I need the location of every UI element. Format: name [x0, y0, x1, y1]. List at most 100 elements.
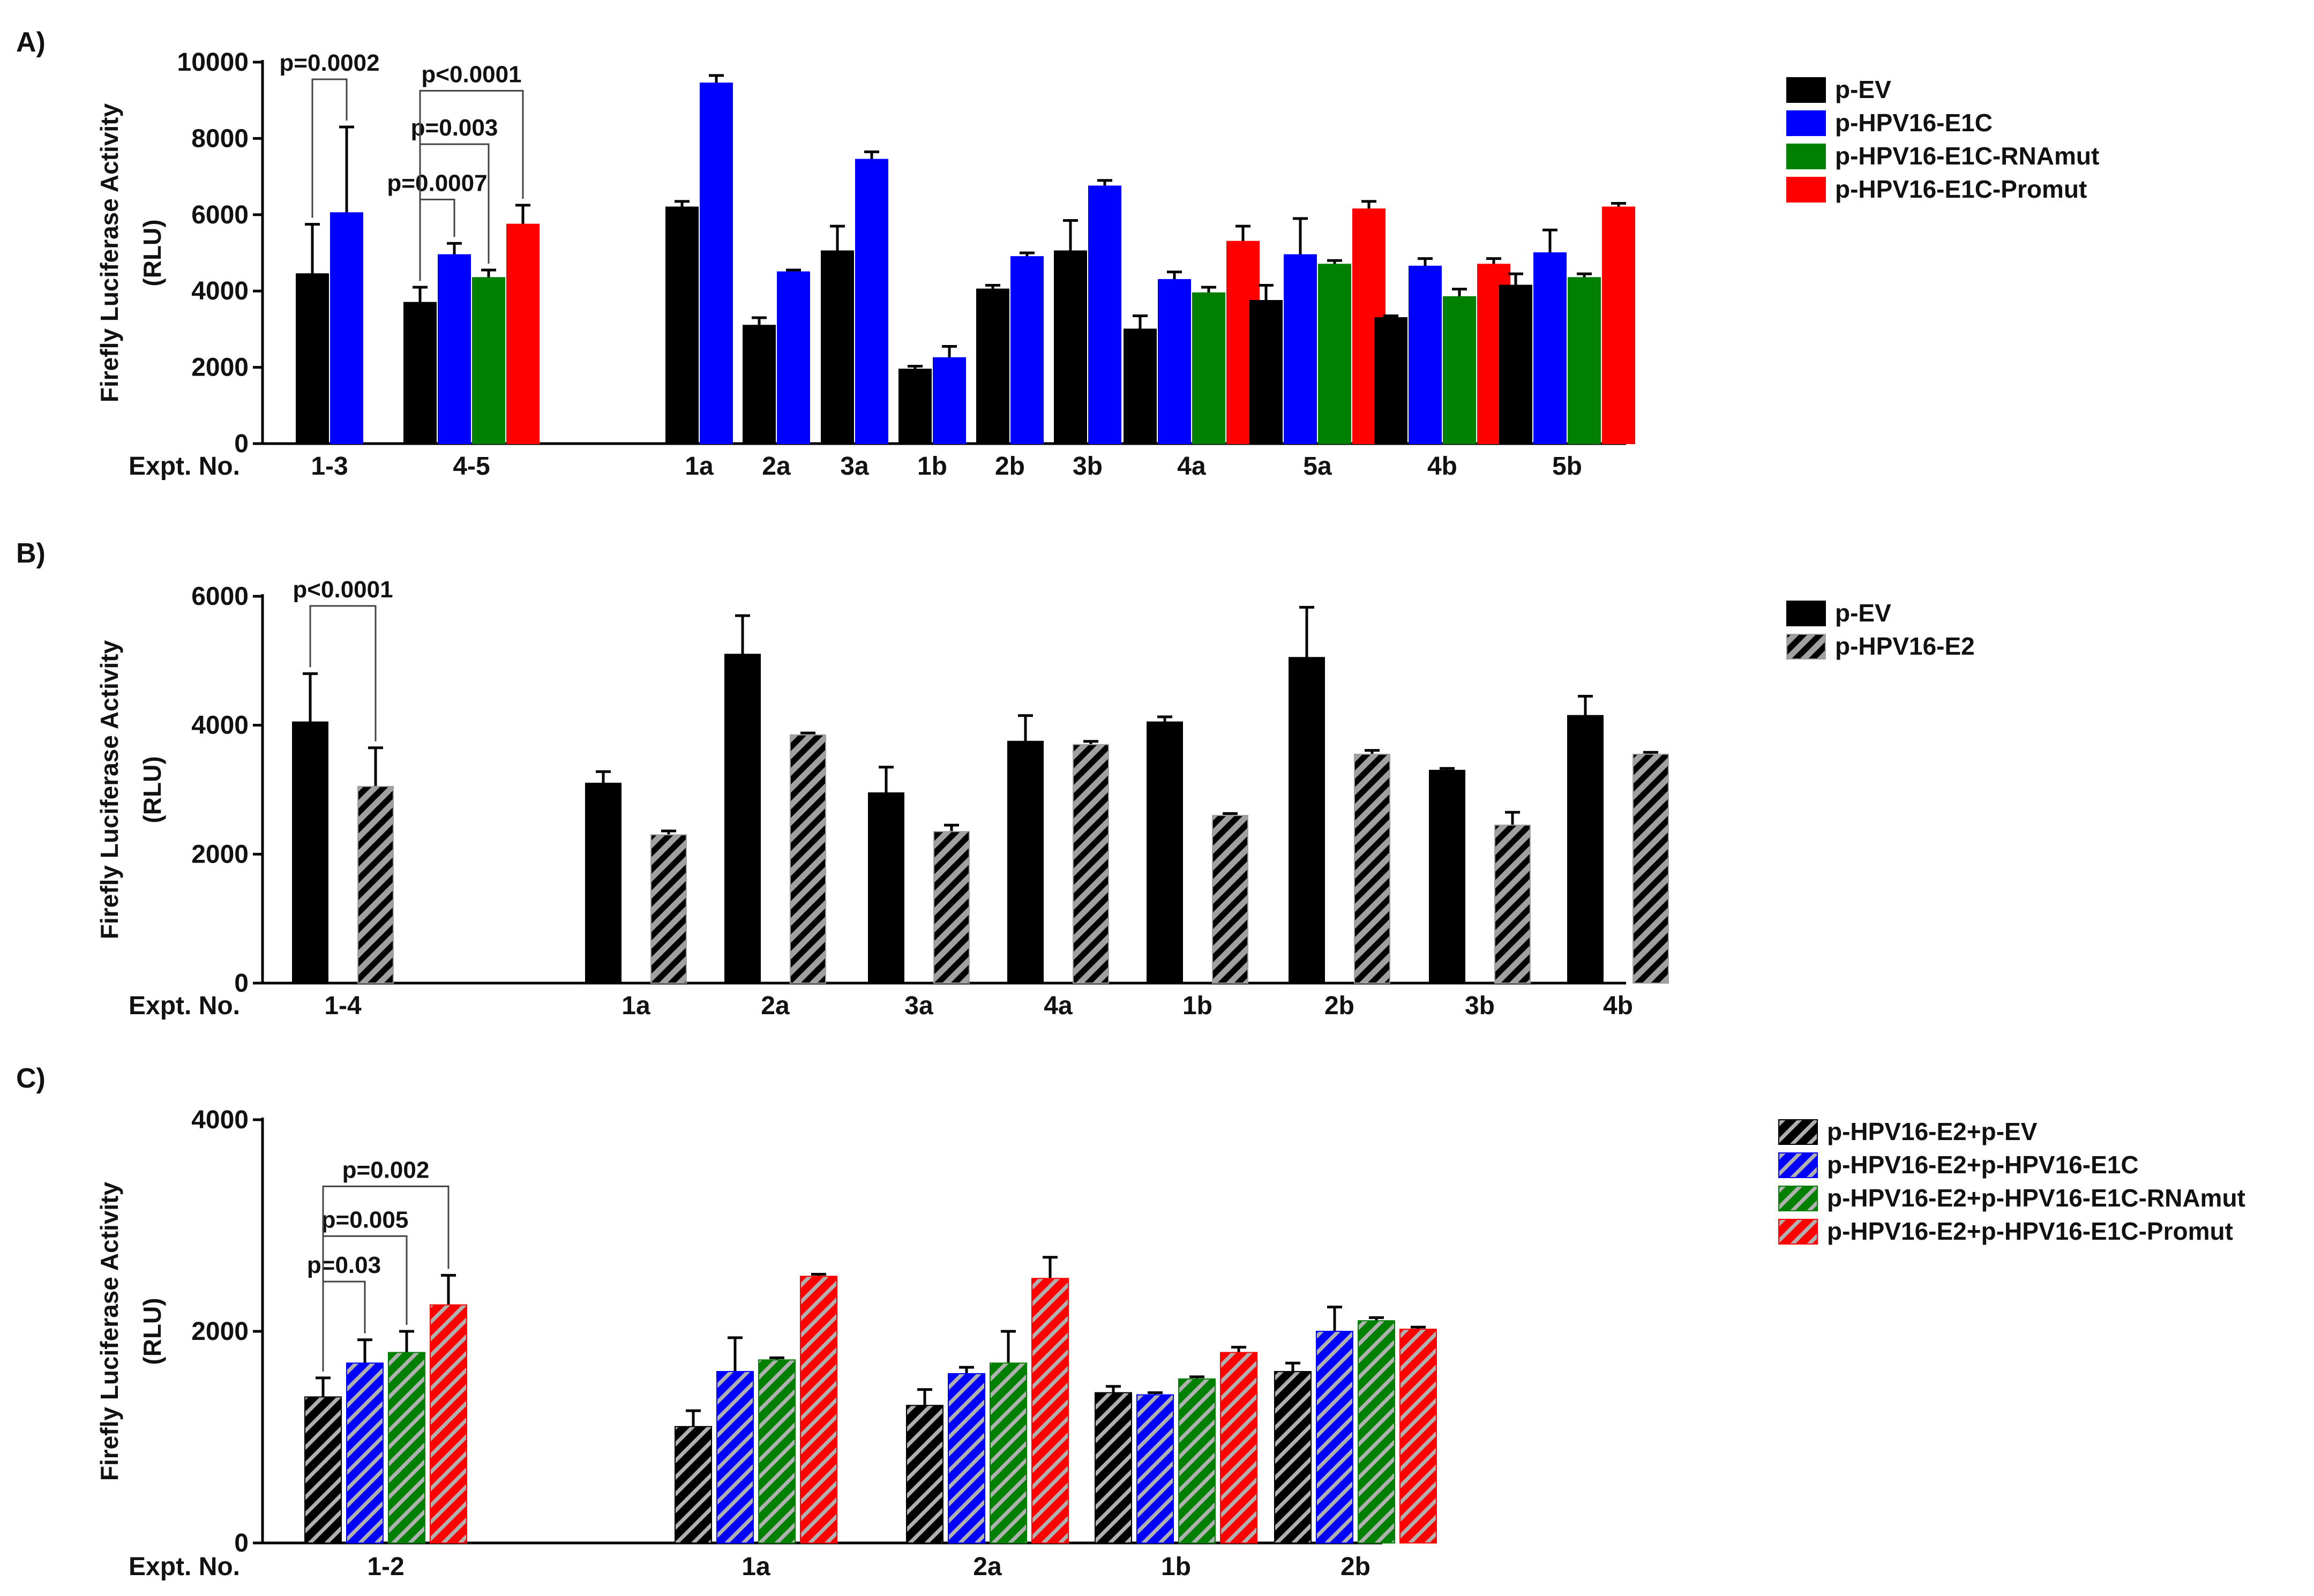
y-tick-label: 4000: [191, 1106, 249, 1134]
bar: [821, 250, 854, 444]
bar: [438, 254, 471, 444]
bar-group: 3a: [821, 150, 888, 481]
x-tick-label: 4a: [1044, 992, 1073, 1020]
legend-entry: p-EV: [1835, 599, 1891, 627]
bar-group: 2a: [743, 268, 810, 481]
x-tick-label: 5b: [1552, 452, 1582, 481]
bar-group: 4a: [1007, 714, 1109, 1020]
bar: [296, 273, 329, 444]
x-tick-label: 2a: [762, 452, 791, 481]
bar: [716, 1371, 754, 1544]
bar-group: 1-4: [292, 672, 394, 1020]
bar: [990, 1362, 1027, 1543]
x-tick-label: 4-5: [453, 452, 490, 481]
bar: [1602, 206, 1635, 444]
x-tick-label: 1a: [742, 1553, 770, 1581]
y-axis-label-line2: (RLU): [138, 756, 166, 823]
p-value-label: p<0.0001: [293, 576, 393, 603]
legend-swatch: [1786, 177, 1826, 203]
bar: [1073, 744, 1109, 984]
x-tick-label: 1-3: [311, 452, 348, 481]
bar: [790, 734, 826, 984]
bar: [948, 1373, 985, 1543]
significance-bracket: p<0.0001: [419, 61, 524, 281]
bar-group: 1b: [898, 344, 966, 481]
x-tick-label: 4b: [1427, 452, 1457, 481]
bracket-line: [322, 1185, 450, 1372]
bar: [976, 288, 1009, 444]
x-tick-label: 4b: [1603, 992, 1633, 1020]
significance-bracket: p=0.002: [322, 1157, 450, 1372]
y-axis-label-line1: Firefly Luciferase Activity: [95, 1182, 123, 1481]
significance-bracket: p<0.0001: [293, 576, 393, 741]
x-tick-label: 2a: [973, 1553, 1002, 1581]
bar: [330, 212, 363, 444]
x-axis-title: Expt. No.: [129, 1553, 240, 1581]
x-tick-label: 2b: [1324, 992, 1354, 1020]
bar: [1124, 328, 1157, 445]
y-axis-label-line2: (RLU): [138, 219, 166, 286]
bar: [1316, 1331, 1353, 1543]
y-tick-label: 8000: [191, 124, 249, 153]
bar: [777, 271, 810, 444]
bar: [800, 1276, 837, 1544]
panel-label: A): [16, 27, 46, 58]
y-axis-label: Firefly Luciferase Activity (RLU): [95, 1182, 166, 1481]
legend: p-EV p-HPV16-E1C p-HPV16-E1C-RNAmut p-HPV16…: [1786, 76, 2099, 203]
bar: [506, 223, 540, 444]
x-tick-label: 3a: [840, 452, 869, 481]
x-tick-label: 3a: [904, 992, 933, 1020]
bar: [292, 721, 328, 984]
legend-entry: p-HPV16-E2+p-HPV16-E1C-RNAmut: [1827, 1184, 2245, 1212]
bar-group: 4b: [1374, 257, 1510, 481]
bar-group: 1a: [585, 770, 687, 1020]
x-tick-label: 1b: [917, 452, 947, 481]
bar-group: 2b: [1274, 1306, 1437, 1581]
significance-bracket: p=0.003: [411, 115, 498, 281]
bar-group: 1-2: [304, 1273, 467, 1581]
bracket-line: [311, 78, 348, 218]
bar-group: 1a: [675, 1272, 837, 1581]
legend: p-HPV16-E2+p-EV p-HPV16-E2+p-HPV16-E1C p-H…: [1778, 1118, 2245, 1245]
x-tick-label: 1b: [1161, 1553, 1191, 1581]
legend-entry: p-HPV16-E2+p-EV: [1827, 1118, 2038, 1145]
bar: [1374, 317, 1407, 444]
bar: [665, 206, 699, 444]
bar: [1443, 296, 1476, 444]
y-tick-label: 4000: [191, 711, 249, 740]
legend-entry: p-HPV16-E1C-RNAmut: [1835, 142, 2099, 170]
x-tick-label: 1b: [1182, 992, 1212, 1020]
legend: p-EV p-HPV16-E2: [1786, 599, 1975, 660]
bar: [1494, 825, 1531, 984]
bar: [1409, 265, 1442, 444]
bar: [1136, 1394, 1174, 1543]
legend-swatch: [1786, 601, 1826, 626]
bar-group: 1b: [1095, 1346, 1257, 1581]
bar: [1533, 252, 1567, 444]
bar-group: 3b: [1054, 179, 1121, 481]
bar-group: 2b: [976, 251, 1044, 481]
bar: [472, 277, 505, 445]
bracket-line: [419, 89, 524, 281]
x-tick-label: 2b: [1341, 1553, 1371, 1581]
bar: [933, 831, 970, 984]
bar-group: 4-5: [403, 204, 540, 481]
legend-swatch: [1778, 1219, 1818, 1245]
bar: [1031, 1278, 1069, 1543]
x-tick-label: 3b: [1073, 452, 1103, 481]
legend-swatch: [1778, 1186, 1818, 1211]
x-tick-label: 1-2: [367, 1553, 404, 1581]
p-value-label: p<0.0001: [421, 61, 521, 87]
p-value-label: p=0.002: [342, 1157, 430, 1183]
legend-entry: p-EV: [1835, 76, 1891, 103]
bar: [1178, 1378, 1216, 1543]
legend-swatch: [1786, 634, 1826, 660]
y-axis-label-line2: (RLU): [138, 1298, 166, 1365]
bar: [743, 325, 776, 445]
bar: [1284, 254, 1317, 444]
bar: [1429, 769, 1465, 984]
y-tick-label: 0: [234, 430, 249, 458]
bracket-line: [309, 605, 377, 741]
bar: [724, 654, 761, 984]
